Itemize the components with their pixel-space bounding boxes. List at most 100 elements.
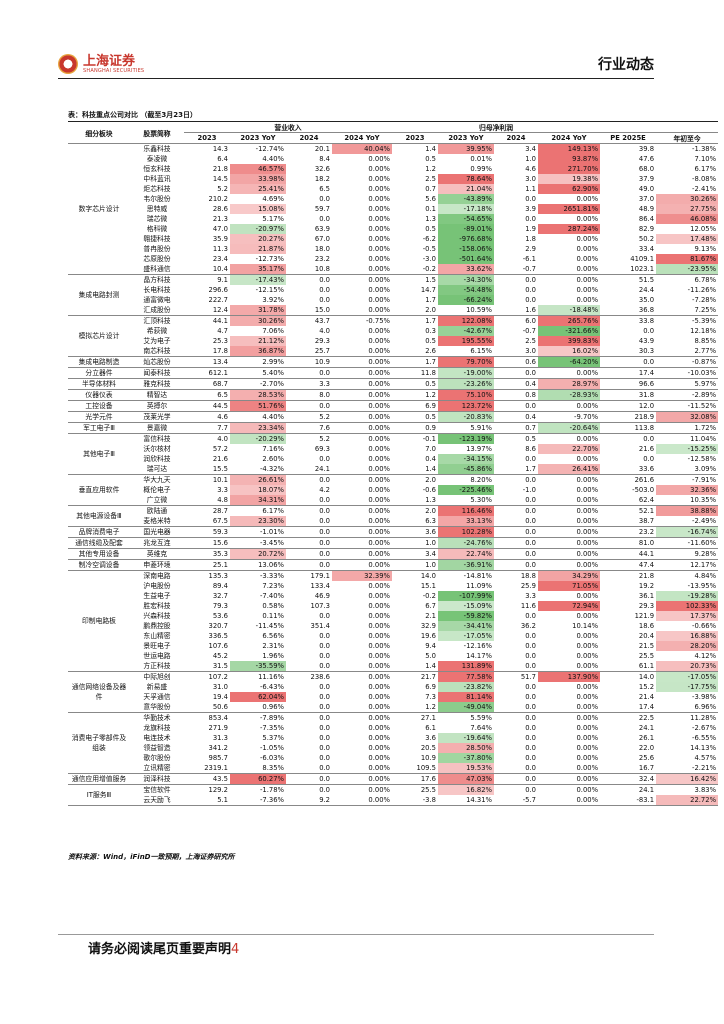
data-cell: 15.08% xyxy=(230,204,286,214)
company-name: 普冉股份 xyxy=(143,245,171,253)
data-cell: 2.1 xyxy=(425,612,436,620)
data-cell: 0.00% xyxy=(368,215,390,223)
data-cell: -16.74% xyxy=(656,526,719,538)
segment-cell: 光学元件 xyxy=(68,411,130,423)
data-cell: 22.72% xyxy=(656,795,719,806)
table-row: 艾为电子 25.3 21.12% 29.3 0.00% 0.5 195.55% 2.5 399.… xyxy=(68,336,718,346)
company-name: 沪电股份 xyxy=(143,582,171,590)
data-cell: 0.5 xyxy=(425,225,436,233)
data-cell: 271.9 xyxy=(208,724,228,732)
company-name: 华勤技术 xyxy=(143,714,171,722)
data-cell: 26.41% xyxy=(538,464,601,475)
data-cell: 51.76% xyxy=(230,400,286,412)
data-cell: -12.74% xyxy=(255,145,284,153)
data-cell: 21.3 xyxy=(212,215,228,223)
data-cell: -1.05% xyxy=(259,744,284,752)
data-cell: 39.95% xyxy=(438,143,494,154)
header-cell: 股票简称 xyxy=(130,121,184,144)
company-name: 英搏尔 xyxy=(130,400,184,412)
data-cell: 1.0 xyxy=(525,155,536,163)
data-cell: -15.09% xyxy=(438,601,494,611)
table-row: 东山精密 336.5 6.56% 0.0 0.00% 19.6 -17.05% 0.0 0.00… xyxy=(68,631,719,641)
data-cell: -19.64% xyxy=(438,733,494,743)
data-cell: 0.0 xyxy=(525,754,536,762)
data-cell: -3.8 xyxy=(392,795,438,806)
data-cell: 8.35% xyxy=(230,763,286,774)
data-cell: -12.15% xyxy=(255,286,284,294)
data-cell: 3.92% xyxy=(262,296,284,304)
data-cell: 0.00% xyxy=(538,495,601,506)
data-cell: 131.89% xyxy=(438,661,494,672)
data-cell: 0.00% xyxy=(576,612,599,620)
company-name: 景嘉微 xyxy=(130,422,184,434)
data-cell: 32.7 xyxy=(212,592,228,600)
data-cell: 0.00% xyxy=(576,435,599,443)
data-cell: 0.5 xyxy=(392,411,438,423)
data-cell: 28.7 xyxy=(212,507,228,515)
data-cell: 19.38% xyxy=(538,174,601,184)
table-row: 格科微 47.0 -20.97% 63.9 0.00% 0.5 -89.01% 1.9 287.… xyxy=(68,224,718,234)
data-cell: -6.55% xyxy=(692,734,717,742)
table-row: 集成电路封测 晶方科技 9.1 -17.43% 0.0 0.00% 1.5 -34.30% 0.… xyxy=(68,274,718,316)
data-cell: -123.19% xyxy=(438,433,494,444)
data-cell: 11.8 xyxy=(392,367,438,379)
company-name: 方正科技 xyxy=(130,661,184,672)
data-cell: -64.20% xyxy=(538,356,601,368)
data-cell: 0.00% xyxy=(576,486,599,494)
data-cell: 25.41% xyxy=(230,184,286,194)
data-cell: 3.9 xyxy=(525,205,536,213)
data-cell: 0.00% xyxy=(368,693,390,701)
data-cell: 0.00% xyxy=(538,795,601,806)
table-row: 麦格米特 67.5 23.30% 0.0 0.00% 6.3 33.13% 0.0 0.00% 3… xyxy=(68,516,719,527)
table-row: 中科蓝讯 14.5 33.98% 18.2 0.00% 2.5 78.64% 3.0 19.38… xyxy=(68,174,718,184)
data-cell: 0.00% xyxy=(368,652,390,660)
data-cell: 0.00% xyxy=(368,582,390,590)
data-cell: 0.0 xyxy=(600,356,657,368)
data-cell: 0.00% xyxy=(368,642,390,650)
data-cell: 0.00% xyxy=(538,773,601,785)
data-cell: 81.14% xyxy=(438,692,494,702)
company-name: 麦格米特 xyxy=(130,516,184,527)
data-cell: 3.0 xyxy=(525,175,536,183)
data-cell: 0.00% xyxy=(368,476,390,484)
data-cell: 0.00% xyxy=(538,516,601,527)
data-cell: 79.70% xyxy=(438,356,494,368)
data-cell: 24.1 xyxy=(638,786,655,794)
data-cell: 7.16% xyxy=(262,445,284,453)
company-name: 欧陆通 xyxy=(146,507,168,515)
data-cell: -2.41% xyxy=(692,185,717,193)
data-cell: 5.2 xyxy=(319,435,330,443)
logo: 上海证券 SHANGHAI SECURITIES xyxy=(58,54,144,74)
data-cell: 1.4 xyxy=(392,661,438,672)
data-cell: 32.39% xyxy=(332,570,392,581)
data-cell: 0.0 xyxy=(525,286,536,294)
data-cell: 0.00% xyxy=(538,559,601,571)
company-name: 龙旗科技 xyxy=(143,724,171,732)
data-cell: -6.43% xyxy=(259,683,284,691)
data-cell: 0.00% xyxy=(576,235,599,243)
data-cell: 9.2 xyxy=(286,795,332,806)
data-cell: 0.00% xyxy=(368,337,390,345)
data-cell: 27.1 xyxy=(420,714,436,722)
company-name: 汇顶科技 xyxy=(143,317,171,325)
data-cell: 53.6 xyxy=(212,612,228,620)
data-cell: 7.3 xyxy=(425,693,436,701)
data-cell: 5.2 xyxy=(286,411,332,423)
data-cell: 2.77% xyxy=(656,346,719,357)
data-cell: 0.00% xyxy=(368,683,390,691)
data-cell: 6.4 xyxy=(217,155,228,163)
segment-cell: 其他专用设备 xyxy=(68,548,130,560)
company-name: 瑞可达 xyxy=(130,464,184,475)
data-cell: 3.09% xyxy=(656,464,719,475)
company-name: 申菱环境 xyxy=(130,559,184,571)
header-rule xyxy=(58,78,654,79)
data-cell: 4109.1 xyxy=(630,255,655,263)
data-cell: -11.60% xyxy=(656,537,719,549)
data-cell: 0.00% xyxy=(332,367,392,379)
data-cell: 0.9 xyxy=(392,422,438,434)
table-row: 瑞可达 15.5 -4.32% 24.1 0.00% 1.4 -45.86% 1.7 26.41… xyxy=(68,464,719,475)
data-cell: 79.3 xyxy=(212,602,228,610)
company-name: 东山精密 xyxy=(143,632,171,640)
segment-cell: 半导体材料 xyxy=(68,378,130,390)
data-cell: 0.00% xyxy=(368,754,390,762)
